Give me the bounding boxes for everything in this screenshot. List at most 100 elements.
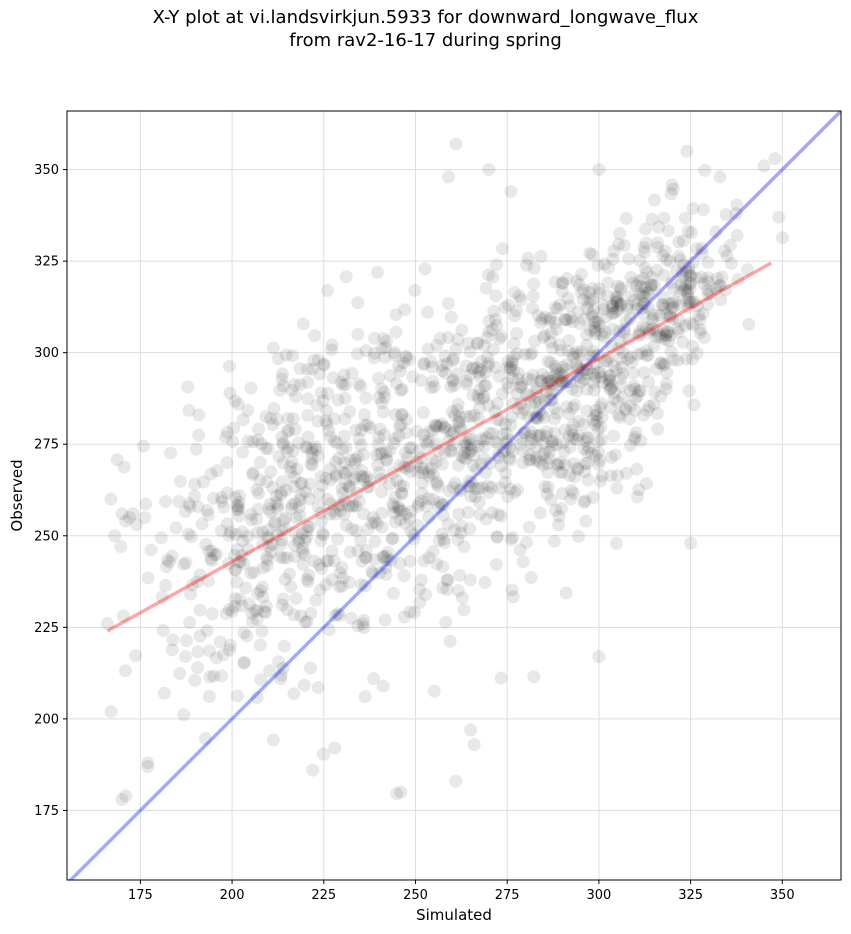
- scatter-point: [623, 438, 637, 452]
- scatter-point: [640, 265, 654, 279]
- scatter-point: [337, 456, 351, 470]
- scatter-point: [645, 212, 659, 226]
- scatter-point: [301, 362, 315, 376]
- scatter-point: [574, 345, 588, 359]
- scatter-point: [466, 388, 480, 402]
- scatter-point: [498, 475, 512, 489]
- scatter-point: [366, 566, 380, 580]
- scatter-point: [376, 550, 390, 564]
- scatter-point: [408, 283, 422, 297]
- scatter-point: [548, 368, 562, 382]
- scatter-point: [359, 391, 373, 405]
- scatter-point: [627, 293, 641, 307]
- scatter-point: [299, 485, 313, 499]
- scatter-point: [279, 511, 293, 525]
- grid-layer: [67, 111, 841, 880]
- scatter-point: [548, 426, 562, 440]
- scatter-point: [451, 533, 465, 547]
- scatter-point: [566, 350, 580, 364]
- scatter-point: [288, 496, 302, 510]
- scatter-point: [321, 386, 335, 400]
- scatter-point: [641, 286, 655, 300]
- scatter-point: [126, 507, 140, 521]
- scatter-point: [631, 389, 645, 403]
- scatter-point: [327, 554, 341, 568]
- scatter-point: [511, 402, 525, 416]
- scatter-point: [288, 422, 302, 436]
- scatter-point: [546, 384, 560, 398]
- scatter-point: [119, 789, 133, 803]
- scatter-point: [110, 453, 124, 467]
- scatter-point: [552, 338, 566, 352]
- scatter-point: [278, 522, 292, 536]
- scatter-point: [644, 282, 658, 296]
- scatter-point: [472, 412, 486, 426]
- scatter-point: [183, 587, 197, 601]
- scatter-point: [285, 455, 299, 469]
- scatter-point: [275, 475, 289, 489]
- scatter-point: [524, 397, 538, 411]
- scatter-point: [465, 362, 479, 376]
- scatter-point: [336, 378, 350, 392]
- scatter-point: [321, 492, 335, 506]
- scatter-point: [676, 335, 690, 349]
- scatter-point: [541, 374, 555, 388]
- scatter-point: [492, 369, 506, 383]
- scatter-point: [729, 207, 743, 221]
- scatter-point: [332, 580, 346, 594]
- scatter-point: [441, 573, 455, 587]
- scatter-point: [553, 456, 567, 470]
- scatter-point: [580, 301, 594, 315]
- scatter-point: [622, 412, 636, 426]
- scatter-point: [593, 400, 607, 414]
- scatter-point: [452, 507, 466, 521]
- scatter-point: [459, 374, 473, 388]
- scatter-point: [447, 523, 461, 537]
- scatter-point: [275, 533, 289, 547]
- scatter-point: [482, 356, 496, 370]
- scatter-point: [633, 287, 647, 301]
- scatter-point: [264, 505, 278, 519]
- scatter-point: [618, 322, 632, 336]
- scatter-point: [701, 271, 715, 285]
- scatter-point: [635, 346, 649, 360]
- scatter-point: [284, 465, 298, 479]
- scatter-point: [683, 282, 697, 296]
- scatter-point: [287, 480, 301, 494]
- scatter-point: [656, 249, 670, 263]
- scatter-point: [611, 290, 625, 304]
- scatter-point: [550, 406, 564, 420]
- scatter-point: [342, 499, 356, 513]
- scatter-point: [636, 289, 650, 303]
- scatter-point: [579, 514, 593, 528]
- scatter-point: [409, 455, 423, 469]
- scatter-point: [502, 433, 516, 447]
- scatter-point: [229, 527, 243, 541]
- scatter-point: [659, 329, 673, 343]
- scatter-point: [673, 253, 687, 267]
- scatter-point: [678, 278, 692, 292]
- scatter-point: [597, 330, 611, 344]
- scatter-point: [489, 258, 503, 272]
- scatter-point: [183, 500, 197, 514]
- scatter-point: [514, 380, 528, 394]
- scatter-point: [570, 461, 584, 475]
- x-axis-label: Simulated: [416, 906, 492, 924]
- scatter-point: [605, 339, 619, 353]
- scatter-point: [610, 536, 624, 550]
- scatter-point: [241, 542, 255, 556]
- scatter-point: [578, 457, 592, 471]
- scatter-point: [464, 409, 478, 423]
- scatter-point: [621, 302, 635, 316]
- scatter-point: [159, 495, 173, 509]
- scatter-point: [435, 359, 449, 373]
- scatter-point: [538, 310, 552, 324]
- scatter-point: [373, 447, 387, 461]
- scatter-point: [674, 277, 688, 291]
- scatter-point: [503, 453, 517, 467]
- scatter-point: [534, 249, 548, 263]
- scatter-point: [281, 424, 295, 438]
- scatter-point: [363, 474, 377, 488]
- scatter-point: [653, 308, 667, 322]
